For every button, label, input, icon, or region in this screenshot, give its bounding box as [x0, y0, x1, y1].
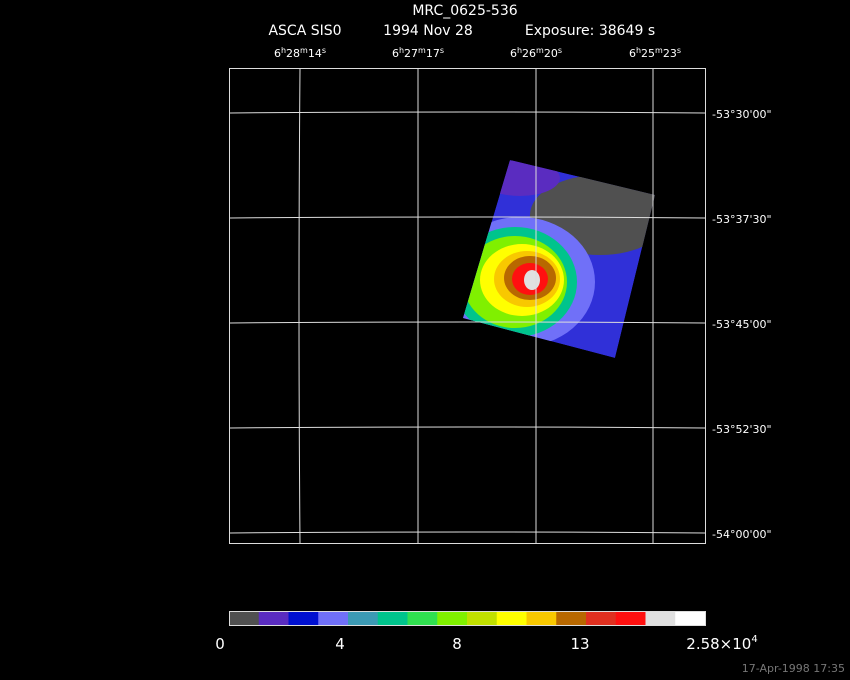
value: 20 — [544, 47, 558, 60]
dec-label: -53°45'00" — [712, 318, 772, 331]
colorbar-cell — [645, 611, 676, 625]
colorbar-label: 4 — [335, 635, 345, 653]
value: 8 — [452, 635, 462, 653]
unit: s — [558, 46, 562, 55]
colorbar-cell — [318, 611, 349, 625]
value: 28 — [286, 47, 300, 60]
dec-label: -53°37'30" — [712, 213, 772, 226]
value: 2.58×10 — [686, 635, 751, 653]
colorbar-cell — [496, 611, 527, 625]
colorbar-label: 13 — [570, 635, 589, 653]
colorbar-cell — [526, 611, 557, 625]
value: 13 — [570, 635, 589, 653]
colorbar-cell — [437, 611, 468, 625]
value: 6 — [392, 47, 399, 60]
value: 6 — [629, 47, 636, 60]
dec-label: -53°52'30" — [712, 423, 772, 436]
ra-grid — [298, 68, 654, 544]
value: 6 — [274, 47, 281, 60]
ra-labels: 6h28m14s 6h27m17s 6h26m20s 6h25m23s — [274, 46, 681, 60]
unit: s — [677, 46, 681, 55]
unit: h — [281, 46, 286, 55]
value: 25 — [641, 47, 655, 60]
colorbar-cell — [377, 611, 408, 625]
colorbar-cell — [467, 611, 498, 625]
title: MRC_0625-536 — [412, 3, 517, 19]
unit: h — [636, 46, 641, 55]
unit: h — [517, 46, 522, 55]
value: 4 — [335, 635, 345, 653]
colorbar: 0 4 8 13 2.58×104 — [215, 611, 758, 653]
ra-label: 6h26m20s — [510, 46, 562, 60]
value: 6 — [510, 47, 517, 60]
colorbar-cell — [229, 611, 260, 625]
ra-label: 6h25m23s — [629, 46, 681, 60]
colorbar-cell — [348, 611, 379, 625]
ra-label: 6h28m14s — [274, 46, 326, 60]
unit: m — [655, 46, 663, 55]
dec-grid — [229, 111, 706, 534]
colorbar-cell — [288, 611, 319, 625]
unit: s — [440, 46, 444, 55]
exponent: 4 — [751, 634, 757, 645]
unit: m — [536, 46, 544, 55]
colorbar-cell — [586, 611, 617, 625]
xray-image — [463, 160, 655, 358]
ra-label: 6h27m17s — [392, 46, 444, 60]
colorbar-cell — [258, 611, 289, 625]
dec-label: -54°00'00" — [712, 528, 772, 541]
colorbar-frame — [229, 611, 706, 626]
exposure: Exposure: 38649 s — [525, 23, 655, 39]
value: 23 — [663, 47, 677, 60]
value: 26 — [522, 47, 536, 60]
colorbar-cell — [675, 611, 706, 625]
unit: m — [300, 46, 308, 55]
colorbar-cell — [556, 611, 587, 625]
dec-labels: -53°30'00" -53°37'30" -53°45'00" -53°52'30"… — [712, 108, 772, 541]
value: 14 — [308, 47, 322, 60]
unit: m — [418, 46, 426, 55]
value: 27 — [404, 47, 418, 60]
colorbar-label: 8 — [452, 635, 462, 653]
unit: s — [322, 46, 326, 55]
dec-label: -53°30'00" — [712, 108, 772, 121]
instrument: ASCA SIS0 — [268, 23, 341, 39]
value: 0 — [215, 635, 225, 653]
unit: h — [399, 46, 404, 55]
colorbar-label: 0 — [215, 635, 225, 653]
timestamp: 17-Apr-1998 17:35 — [742, 662, 845, 675]
value: 17 — [426, 47, 440, 60]
colorbar-cell — [407, 611, 438, 625]
colorbar-cell — [615, 611, 646, 625]
frame — [229, 68, 706, 544]
date: 1994 Nov 28 — [383, 23, 473, 39]
colorbar-label: 2.58×104 — [686, 634, 757, 653]
